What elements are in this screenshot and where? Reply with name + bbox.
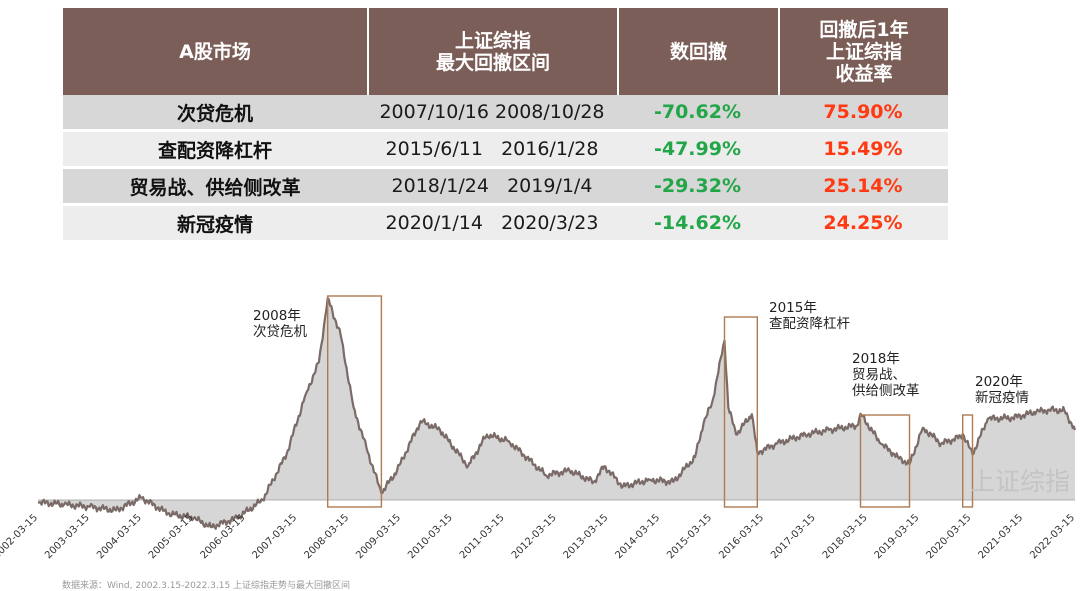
period-start: 2020/1/14	[385, 212, 483, 234]
market-cell: 查配资降杠杆	[63, 132, 367, 169]
x-tick-label: 2002-03-15	[0, 512, 40, 561]
period-cell: 2015/6/11 2016/1/28	[367, 132, 617, 169]
period-cell: 2007/10/16 2008/10/28	[367, 95, 617, 132]
x-tick-label: 2019-03-15	[873, 512, 922, 561]
x-tick-label: 2022-03-15	[1028, 512, 1077, 561]
drawdown-box	[327, 295, 383, 508]
table-row: 新冠疫情 2020/1/14 2020/3/23 -14.62% 24.25%	[63, 206, 948, 243]
period-end: 2008/10/28	[495, 101, 605, 123]
header-one-year-return: 回撤后1年 上证综指 收益率	[778, 8, 948, 95]
annotation-label: 次贷危机	[253, 324, 307, 340]
x-tick-label: 2005-03-15	[147, 512, 196, 561]
return-cell: 25.14%	[778, 169, 948, 206]
x-tick-label: 2017-03-15	[769, 512, 818, 561]
x-tick-label: 2018-03-15	[821, 512, 870, 561]
header-drawdown-period: 上证综指 最大回撤区间	[367, 8, 617, 95]
period-end: 2016/1/28	[501, 138, 599, 160]
drawdown-cell: -47.99%	[617, 132, 778, 169]
annotation-label: 2020年	[975, 374, 1023, 390]
market-cell: 次贷危机	[63, 95, 367, 132]
table-row: 贸易战、供给侧改革 2018/1/24 2019/1/4 -29.32% 25.…	[63, 169, 948, 206]
x-tick-label: 2014-03-15	[613, 512, 662, 561]
index-line	[37, 296, 1077, 530]
watermark-label: 上证综指	[970, 467, 1070, 496]
x-tick-label: 2007-03-15	[250, 512, 299, 561]
period-end: 2020/3/23	[501, 212, 599, 234]
drawdown-table: A股市场 上证综指 最大回撤区间 数回撤 回撤后1年 上证综指 收益率 次贷危机…	[63, 8, 948, 243]
x-tick-label: 2011-03-15	[458, 512, 507, 561]
x-tick-label: 2009-03-15	[354, 512, 403, 561]
footnote: 数据来源：Wind, 2002.3.15-2022.3.15 上证综指走势与最大…	[62, 581, 351, 591]
header-drawdown: 数回撤	[617, 8, 778, 95]
annotation-label: 2018年	[852, 351, 900, 367]
table-row: 查配资降杠杆 2015/6/11 2016/1/28 -47.99% 15.49…	[63, 132, 948, 169]
x-tick-label: 2010-03-15	[406, 512, 455, 561]
x-tick-label: 2015-03-15	[665, 512, 714, 561]
x-tick-label: 2008-03-15	[302, 512, 351, 561]
annotation-label: 2008年	[253, 308, 301, 324]
period-start: 2007/10/16	[379, 101, 489, 123]
drawdown-cell: -14.62%	[617, 206, 778, 243]
return-cell: 24.25%	[778, 206, 948, 243]
period-start: 2015/6/11	[385, 138, 483, 160]
x-tick-label: 2012-03-15	[510, 512, 559, 561]
period-cell: 2018/1/24 2019/1/4	[367, 169, 617, 206]
drawdown-box	[962, 414, 974, 508]
x-tick-label: 2016-03-15	[717, 512, 766, 561]
return-cell: 15.49%	[778, 132, 948, 169]
drawdown-box	[859, 414, 911, 508]
drawdown-cell: -29.32%	[617, 169, 778, 206]
x-tick-label: 2020-03-15	[925, 512, 974, 561]
period-cell: 2020/1/14 2020/3/23	[367, 206, 617, 243]
annotation-label: 新冠疫情	[975, 390, 1029, 406]
header-market: A股市场	[63, 8, 367, 95]
drawdown-box	[723, 316, 758, 508]
x-tick-label: 2003-03-15	[43, 512, 92, 561]
market-cell: 新冠疫情	[63, 206, 367, 243]
annotation-label: 供给侧改革	[852, 383, 920, 399]
market-cell: 贸易战、供给侧改革	[63, 169, 367, 206]
table-header-row: A股市场 上证综指 最大回撤区间 数回撤 回撤后1年 上证综指 收益率	[63, 8, 948, 95]
return-cell: 75.90%	[778, 95, 948, 132]
table-row: 次贷危机 2007/10/16 2008/10/28 -70.62% 75.90…	[63, 95, 948, 132]
annotation-label: 查配资降杠杆	[769, 316, 850, 332]
index-area	[38, 298, 1075, 529]
x-tick-label: 2004-03-15	[95, 512, 144, 561]
annotation-label: 贸易战、	[852, 367, 906, 383]
drawdown-cell: -70.62%	[617, 95, 778, 132]
x-tick-label: 2013-03-15	[562, 512, 611, 561]
annotation-label: 2015年	[769, 300, 817, 316]
x-tick-label: 2021-03-15	[976, 512, 1025, 561]
period-end: 2019/1/4	[507, 175, 593, 197]
period-start: 2018/1/24	[391, 175, 489, 197]
